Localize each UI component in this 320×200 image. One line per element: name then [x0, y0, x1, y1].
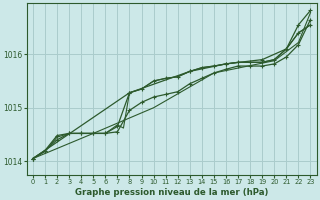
X-axis label: Graphe pression niveau de la mer (hPa): Graphe pression niveau de la mer (hPa)	[75, 188, 268, 197]
